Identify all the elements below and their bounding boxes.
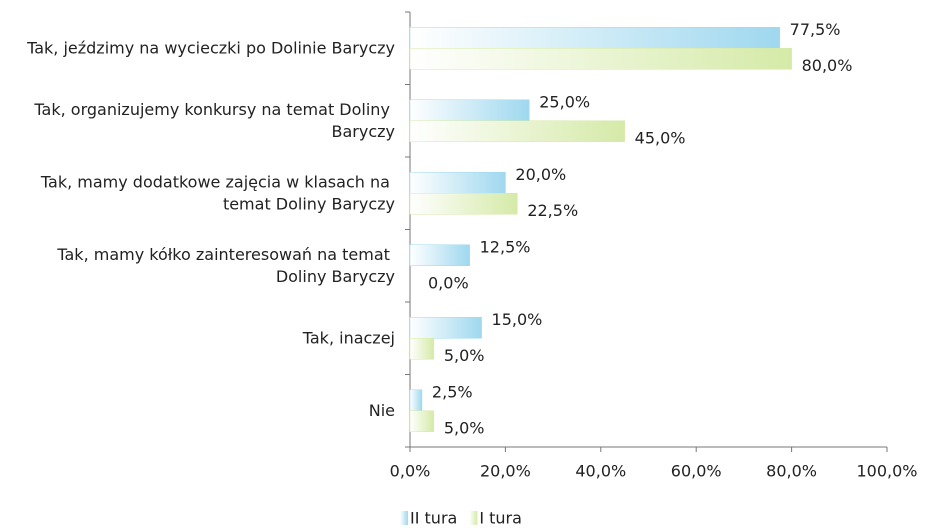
legend-label: I tura — [479, 509, 522, 528]
value-label: 5,0% — [444, 346, 485, 365]
bar — [409, 27, 780, 49]
bar — [409, 410, 435, 432]
x-tick-label: 40,0% — [575, 462, 626, 481]
bar — [409, 172, 506, 194]
y-tick-label: Tak, inaczej — [302, 328, 395, 347]
legend-swatch — [400, 511, 408, 525]
y-tick-label: Nie — [369, 400, 395, 419]
value-label: 5,0% — [444, 418, 485, 437]
y-tick-label: Tak, jeździmy na wycieczki po Dolinie Ba… — [26, 38, 395, 57]
value-label: 12,5% — [480, 237, 531, 256]
value-label: 80,0% — [802, 56, 853, 75]
bar — [409, 244, 470, 266]
legend-swatch — [469, 511, 478, 525]
bar — [409, 48, 792, 70]
value-label: 45,0% — [635, 128, 686, 147]
value-label: 0,0% — [428, 273, 469, 292]
x-tick-label: 60,0% — [671, 462, 722, 481]
x-tick-label: 20,0% — [480, 462, 531, 481]
x-tick-label: 0,0% — [390, 462, 431, 481]
bar — [409, 317, 482, 339]
y-tick-label: Tak, mamy kółko zainteresowań na temat D… — [56, 244, 395, 285]
bar — [409, 120, 625, 142]
y-tick-label: Tak, organizujemy konkursy na temat Doli… — [33, 99, 395, 140]
bar — [409, 193, 518, 215]
bar — [409, 389, 423, 411]
value-label: 25,0% — [539, 92, 590, 111]
value-label: 77,5% — [790, 20, 841, 39]
legend-label: II tura — [410, 509, 457, 528]
x-tick-label: 100,0% — [856, 462, 917, 481]
value-label: 22,5% — [527, 201, 578, 220]
bar — [409, 99, 530, 121]
value-label: 15,0% — [492, 310, 543, 329]
bar — [409, 338, 435, 360]
y-tick-label: Tak, mamy dodatkowe zajęcia w klasach na… — [40, 172, 395, 213]
value-label: 20,0% — [515, 165, 566, 184]
value-label: 2,5% — [432, 382, 473, 401]
x-tick-label: 80,0% — [766, 462, 817, 481]
